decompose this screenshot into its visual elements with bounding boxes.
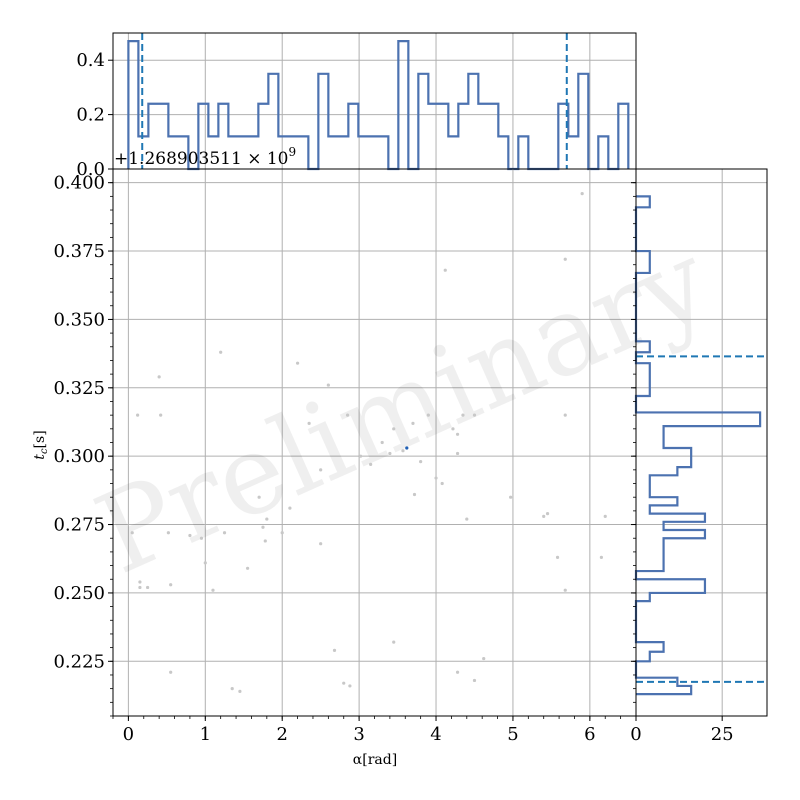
main-x-tick-label: 1 <box>200 724 211 745</box>
scatter-point <box>603 514 607 518</box>
scatter-point <box>563 588 567 592</box>
scatter-point <box>265 517 269 521</box>
scatter-point <box>245 566 250 570</box>
main-x-tick-label: 3 <box>353 724 364 745</box>
main-x-tick-label: 2 <box>276 724 287 745</box>
scatter-point <box>440 481 444 486</box>
main-y-tick-label: 0.275 <box>53 515 105 536</box>
scatter-point <box>169 583 173 587</box>
scatter-point <box>146 585 150 590</box>
right-histogram-steps <box>634 195 762 696</box>
scatter-point <box>159 413 163 417</box>
main-y-tick-label: 0.375 <box>53 241 105 262</box>
scatter-point <box>369 462 373 466</box>
scatter-point <box>188 533 192 538</box>
scatter-point <box>443 268 447 272</box>
scatter-point <box>465 517 469 521</box>
scatter-point <box>509 495 513 499</box>
scatter-point <box>461 413 465 417</box>
right-x-tick-label: 0 <box>630 724 641 745</box>
main-y-tick-label: 0.400 <box>53 173 105 194</box>
scatter-point <box>263 539 267 543</box>
main-y-tick-label: 0.350 <box>53 309 105 330</box>
scatter-point <box>599 555 603 559</box>
scatter-point <box>219 350 223 354</box>
scatter-point <box>542 514 546 518</box>
watermark: Preliminary <box>79 216 727 598</box>
scatter-point <box>288 506 292 510</box>
scatter-point <box>580 192 584 196</box>
scatter-point <box>472 413 477 417</box>
scatter-point <box>238 689 242 693</box>
scatter-point <box>222 531 227 535</box>
scatter-point <box>203 561 207 565</box>
scatter-point <box>319 542 323 546</box>
scatter-point <box>563 257 567 261</box>
scatter-point <box>199 536 204 540</box>
scatter-point <box>412 492 417 497</box>
scatter-point <box>295 361 300 365</box>
right-histogram: 0 25 <box>630 168 768 745</box>
main-x-tick-label: 4 <box>430 724 441 745</box>
scatter-point <box>482 656 486 661</box>
main-scatter: Preliminary 0 1 2 3 4 5 6 0.225 0.250 0.275 0.300 0… <box>32 145 727 768</box>
right-x-tick-label: 25 <box>711 724 734 745</box>
scatter-point <box>555 555 560 559</box>
y-axis-label: tc[s] <box>32 430 50 459</box>
scatter-point <box>261 525 265 529</box>
main-x-tick-label: 0 <box>123 724 134 745</box>
scatter-point <box>380 440 384 445</box>
scatter-point <box>451 427 455 431</box>
scatter-point <box>280 531 284 535</box>
scatter-point <box>472 678 477 683</box>
scatter-point <box>169 670 173 674</box>
main-x-tick-label: 5 <box>507 724 518 745</box>
scatter-point <box>138 585 142 590</box>
scatter-point <box>257 495 261 499</box>
main-y-tick-label: 0.300 <box>53 446 105 467</box>
scatter-point <box>455 670 460 674</box>
top-histogram: 0.0 0.2 0.4 <box>76 32 637 180</box>
scatter-point <box>342 681 346 685</box>
top-y-tick-label: 0.2 <box>76 105 105 126</box>
top-y-tick-label: 0.4 <box>76 50 105 71</box>
x-axis-label: α[rad] <box>353 752 397 768</box>
scatter-point <box>455 451 460 456</box>
main-y-tick-label: 0.325 <box>53 378 105 399</box>
scatter-point <box>230 687 234 691</box>
scatter-point <box>157 375 161 379</box>
scatter-point <box>345 413 350 417</box>
scatter-point <box>419 460 423 464</box>
main-y-tick-label: 0.250 <box>53 583 105 604</box>
scatter-point <box>426 413 430 417</box>
scatter-point <box>563 413 567 417</box>
scatter-point <box>326 383 330 387</box>
scatter-point <box>138 580 142 584</box>
scatter-point <box>392 427 396 431</box>
main-y-tick-label: 0.225 <box>53 651 105 672</box>
highlight-point <box>405 446 409 450</box>
scatter-point <box>136 413 140 417</box>
scatter-point <box>359 454 363 458</box>
scatter-point <box>434 476 438 480</box>
scatter-point <box>211 588 215 592</box>
top-y-tick-label: 0.0 <box>76 159 105 180</box>
scatter-point <box>307 421 311 425</box>
main-x-tick-label: 6 <box>584 724 595 745</box>
scatter-point <box>455 432 460 436</box>
scatter-point <box>411 421 415 425</box>
scatter-point <box>319 468 323 472</box>
scatter-point <box>166 531 170 535</box>
scatter-point <box>388 451 392 456</box>
scatter-point <box>392 640 396 644</box>
scatter-point <box>130 531 134 535</box>
scatter-point <box>332 648 337 652</box>
scatter-point <box>545 512 550 516</box>
scatter-point <box>348 684 352 688</box>
scatter-point <box>401 449 405 453</box>
y-offset-text: +1.268903511 × 109 <box>114 145 296 169</box>
